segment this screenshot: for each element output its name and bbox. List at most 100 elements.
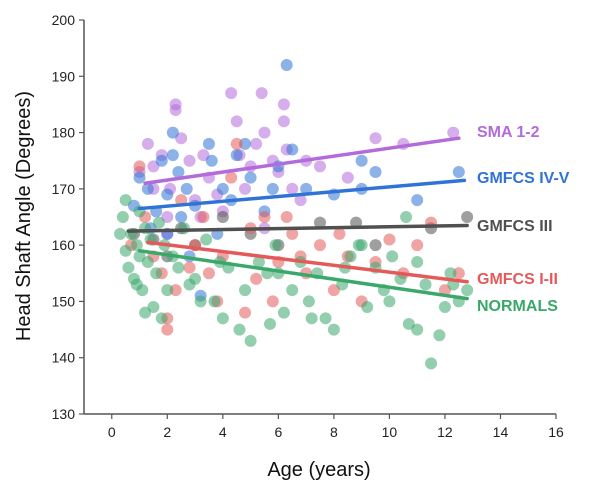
point-normals bbox=[269, 239, 282, 252]
point-sma-1-2 bbox=[447, 126, 460, 139]
legend-label-gmfcs-i-ii: GMFCS I-II bbox=[477, 271, 558, 288]
point-gmfcs-iii bbox=[369, 239, 382, 252]
point-normals bbox=[394, 272, 407, 285]
point-sma-1-2 bbox=[183, 154, 196, 167]
x-tick-label: 16 bbox=[548, 424, 564, 440]
trend-line-gmfcs-iii bbox=[126, 223, 469, 233]
point-gmfcs-i-ii bbox=[383, 233, 396, 246]
point-sma-1-2 bbox=[277, 115, 290, 128]
point-gmfcs-iv-v bbox=[452, 165, 465, 178]
point-gmfcs-iv-v bbox=[216, 182, 229, 195]
point-gmfcs-iv-v bbox=[205, 154, 218, 167]
point-sma-1-2 bbox=[255, 87, 268, 100]
point-gmfcs-i-ii bbox=[314, 239, 326, 252]
point-gmfcs-i-ii bbox=[133, 160, 146, 173]
point-normals bbox=[419, 278, 432, 291]
point-sma-1-2 bbox=[286, 182, 299, 195]
point-normals bbox=[252, 256, 265, 269]
point-gmfcs-iv-v bbox=[244, 171, 257, 184]
point-gmfcs-iv-v bbox=[161, 188, 174, 201]
point-normals bbox=[152, 216, 165, 229]
point-normals bbox=[319, 312, 332, 325]
point-gmfcs-iv-v bbox=[239, 137, 252, 150]
point-normals bbox=[122, 261, 135, 274]
point-gmfcs-iv-v bbox=[266, 182, 279, 195]
x-tick-label: 6 bbox=[274, 424, 282, 440]
point-gmfcs-i-ii bbox=[258, 211, 271, 223]
legend-label-sma-1-2: SMA 1-2 bbox=[477, 124, 540, 141]
point-normals bbox=[216, 312, 229, 325]
y-tick-label: 160 bbox=[52, 237, 76, 253]
point-normals bbox=[119, 244, 132, 257]
point-gmfcs-iv-v bbox=[180, 182, 193, 195]
point-normals bbox=[386, 250, 399, 263]
point-gmfcs-i-ii bbox=[250, 272, 263, 285]
point-normals bbox=[155, 312, 168, 325]
point-normals bbox=[438, 301, 451, 314]
point-gmfcs-i-ii bbox=[239, 306, 252, 319]
point-normals bbox=[286, 284, 299, 297]
point-sma-1-2 bbox=[341, 171, 354, 184]
y-tick-label: 170 bbox=[52, 181, 76, 197]
y-axis-title: Head Shaft Angle (Degrees) bbox=[13, 91, 35, 341]
x-tick-label: 0 bbox=[108, 424, 116, 440]
point-normals bbox=[461, 284, 474, 297]
legend-layer: SMA 1-2 GMFCS IV-V GMFCS III GMFCS I-II NORM… bbox=[477, 124, 570, 315]
point-normals bbox=[130, 239, 143, 252]
point-normals bbox=[244, 334, 257, 347]
axes-layer bbox=[83, 20, 556, 415]
ticks-layer: 130 140 150 160 170 180 190 200 0 2 4 6 8 10 12 14 16 bbox=[52, 12, 564, 440]
y-tick-label: 150 bbox=[52, 293, 76, 309]
x-tick-label: 2 bbox=[163, 424, 171, 440]
point-normals bbox=[411, 256, 424, 269]
point-normals bbox=[172, 261, 185, 274]
trend-line-gmfcs-i-ii bbox=[146, 240, 469, 284]
point-normals bbox=[361, 301, 374, 314]
point-normals bbox=[355, 239, 368, 252]
trend-line-gmfcs-iv-v bbox=[137, 178, 467, 211]
point-normals bbox=[433, 329, 446, 342]
point-normals bbox=[233, 323, 246, 336]
point-normals bbox=[116, 211, 129, 223]
point-sma-1-2 bbox=[239, 182, 252, 195]
point-gmfcs-iv-v bbox=[155, 154, 168, 167]
point-sma-1-2 bbox=[169, 104, 182, 117]
point-normals bbox=[141, 256, 154, 269]
point-normals bbox=[130, 278, 143, 291]
trend-line-sma-1-2 bbox=[143, 136, 461, 185]
point-normals bbox=[383, 295, 396, 308]
point-normals bbox=[200, 233, 213, 246]
point-normals bbox=[444, 267, 457, 280]
x-tick-label: 12 bbox=[437, 424, 453, 440]
y-tick-label: 180 bbox=[52, 125, 76, 141]
x-tick-label: 10 bbox=[382, 424, 398, 440]
point-sma-1-2 bbox=[314, 160, 326, 173]
point-gmfcs-i-ii bbox=[202, 267, 215, 280]
point-gmfcs-iii bbox=[314, 216, 326, 229]
point-gmfcs-i-ii bbox=[280, 211, 293, 223]
point-sma-1-2 bbox=[141, 137, 154, 150]
point-gmfcs-iv-v bbox=[355, 154, 368, 167]
point-gmfcs-iv-v bbox=[280, 59, 293, 72]
point-gmfcs-iii bbox=[461, 211, 474, 223]
point-normals bbox=[161, 284, 174, 297]
x-tick-label: 4 bbox=[219, 424, 227, 440]
point-sma-1-2 bbox=[225, 87, 238, 100]
point-gmfcs-iii bbox=[216, 211, 229, 223]
point-normals bbox=[119, 194, 132, 207]
point-gmfcs-iv-v bbox=[300, 182, 313, 195]
point-gmfcs-iv-v bbox=[172, 165, 185, 178]
point-sma-1-2 bbox=[258, 126, 271, 139]
point-gmfcs-iv-v bbox=[411, 194, 424, 207]
point-gmfcs-iv-v bbox=[166, 149, 179, 162]
point-normals bbox=[411, 323, 424, 336]
y-tick-label: 130 bbox=[52, 406, 76, 422]
point-sma-1-2 bbox=[369, 132, 382, 145]
y-tick-label: 200 bbox=[52, 12, 76, 28]
point-normals bbox=[302, 295, 315, 308]
point-normals bbox=[425, 357, 438, 370]
point-gmfcs-i-ii bbox=[161, 323, 174, 336]
x-tick-label: 14 bbox=[493, 424, 509, 440]
point-gmfcs-iv-v bbox=[141, 182, 154, 195]
point-gmfcs-iv-v bbox=[202, 137, 215, 150]
